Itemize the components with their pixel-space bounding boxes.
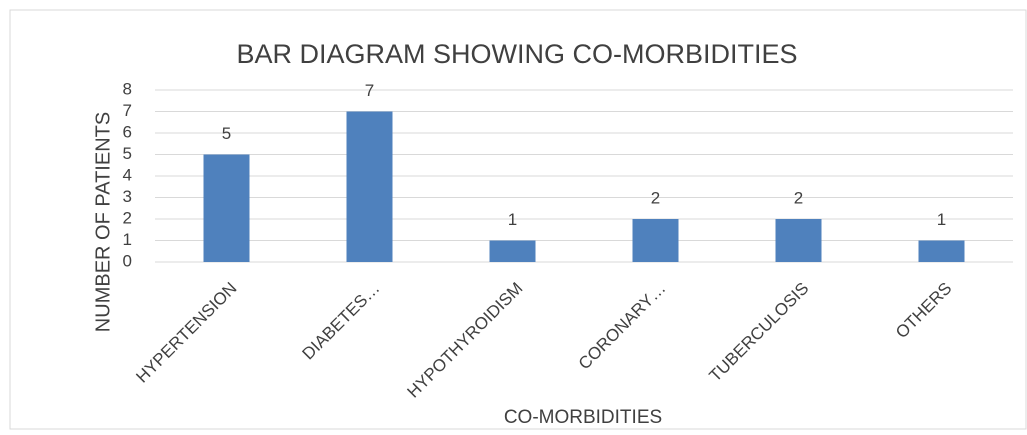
bar bbox=[632, 219, 679, 262]
bar bbox=[346, 111, 393, 262]
chart-title: BAR DIAGRAM SHOWING CO-MORBIDITIES bbox=[236, 39, 797, 69]
data-label: 1 bbox=[937, 210, 946, 229]
y-tick-label: 1 bbox=[123, 230, 132, 249]
bar bbox=[203, 154, 250, 262]
y-tick-label: 2 bbox=[123, 208, 132, 227]
y-axis-label: NUMBER OF PATIENTS bbox=[92, 112, 114, 332]
data-label: 5 bbox=[222, 124, 231, 143]
y-tick-label: 3 bbox=[123, 187, 132, 206]
y-tick-label: 8 bbox=[123, 79, 132, 98]
bar bbox=[918, 240, 965, 262]
bar bbox=[489, 240, 536, 262]
data-label: 2 bbox=[651, 188, 660, 207]
y-tick-label: 5 bbox=[123, 144, 132, 163]
y-tick-label: 4 bbox=[123, 165, 132, 184]
y-tick-label: 0 bbox=[123, 251, 132, 270]
x-axis-label: CO-MORBIDITIES bbox=[504, 407, 662, 428]
data-label: 7 bbox=[365, 81, 374, 100]
data-label: 1 bbox=[508, 210, 517, 229]
data-label: 2 bbox=[794, 188, 803, 207]
bar bbox=[775, 219, 822, 262]
y-tick-label: 6 bbox=[123, 122, 132, 141]
y-tick-label: 7 bbox=[123, 101, 132, 120]
